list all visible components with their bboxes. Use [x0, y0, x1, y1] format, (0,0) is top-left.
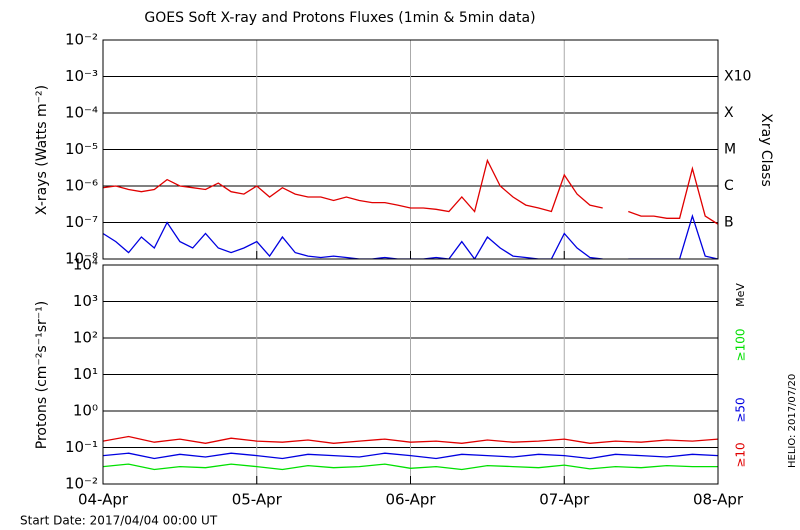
y-tick-label: 10⁴	[73, 256, 98, 274]
stamp: HELIO: 2017/07/20	[787, 374, 798, 468]
y2-axis-title: Xray Class	[758, 113, 774, 187]
x-tick-label: 06-Apr	[385, 491, 436, 509]
x-tick-label: 04-Apr	[78, 491, 129, 509]
legend-label: ≥100	[734, 329, 748, 362]
y-tick-label: 10⁰	[73, 402, 98, 420]
y-tick-label: 10⁻⁷	[65, 213, 98, 231]
plot-frame	[102, 264, 719, 485]
y-tick-label: 10⁻⁴	[65, 104, 98, 122]
x-tick-label: 08-Apr	[693, 491, 744, 509]
series-line	[103, 158, 718, 225]
y-tick-label: 10⁻¹	[65, 438, 98, 456]
y-axis-title: X-rays (Watts m⁻²)	[34, 85, 50, 215]
series-line	[103, 435, 718, 444]
legend-label: ≥50	[734, 397, 748, 422]
y2-tick-label: C	[724, 178, 734, 194]
series-line	[103, 213, 718, 259]
y2-tick-label: M	[724, 142, 736, 158]
series-line	[103, 463, 718, 471]
start-date: Start Date: 2017/04/04 00:00 UT	[20, 514, 218, 528]
legend-label: ≥10	[734, 442, 748, 467]
y-axis-title: Protons (cm⁻²s⁻¹sr⁻¹)	[34, 301, 50, 450]
y2-tick-label: X	[724, 105, 734, 121]
y-tick-label: 10⁻⁸	[65, 250, 98, 268]
y2-tick-label: B	[724, 215, 734, 231]
y-tick-label: 10⁻⁵	[65, 140, 98, 158]
y-tick-label: 10²	[73, 329, 98, 347]
plot-frame	[102, 39, 719, 260]
x-tick-label: 05-Apr	[232, 491, 283, 509]
y-tick-label: 10⁻²	[65, 475, 98, 493]
y-tick-label: 10⁻³	[65, 67, 98, 85]
series-line	[103, 452, 718, 460]
x-tick-label: 07-Apr	[539, 491, 590, 509]
y-tick-label: 10¹	[73, 365, 98, 383]
chart-title: GOES Soft X-ray and Protons Fluxes (1min…	[144, 10, 535, 26]
y-tick-label: 10⁻²	[65, 31, 98, 49]
y-tick-label: 10⁻⁶	[65, 177, 98, 195]
y2-tick-label: X10	[724, 69, 751, 85]
legend-title: MeV	[734, 283, 747, 307]
y-tick-label: 10³	[73, 292, 98, 310]
